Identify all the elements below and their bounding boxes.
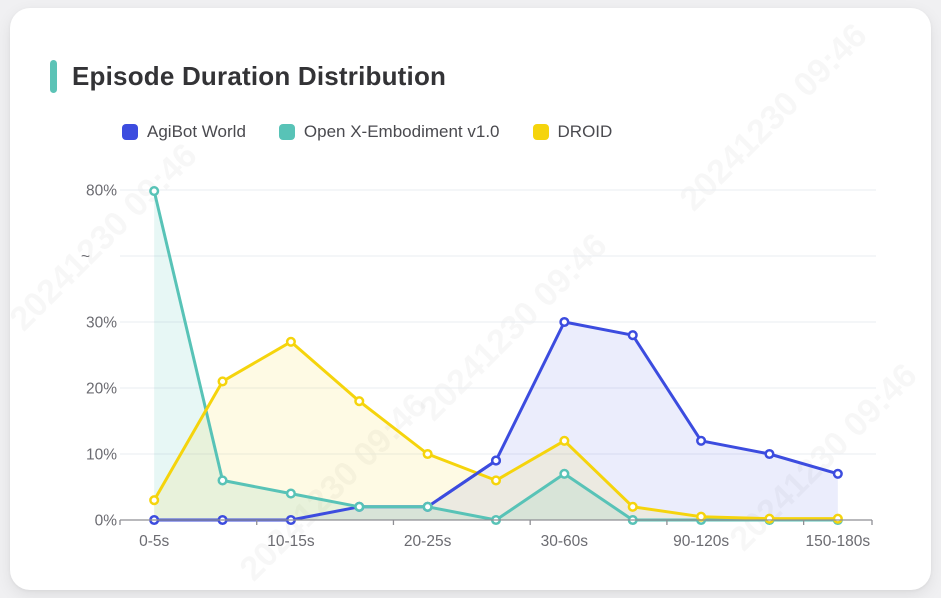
legend-swatch-droid bbox=[532, 124, 549, 140]
series-point-droid bbox=[422, 448, 433, 460]
series-area-agibot-world bbox=[154, 322, 838, 520]
series-point-droid bbox=[285, 336, 296, 347]
legend-label: AgiBot World bbox=[147, 122, 246, 141]
chart-canvas: 0-5s 10-15s 20-25s 30-60s 90-120s 150-180s 0% 1… bbox=[81, 183, 876, 550]
x-axis-label: 150-180s bbox=[805, 533, 870, 550]
x-axis-label: 30-60s bbox=[541, 533, 589, 550]
x-axis-label: 10-15s bbox=[267, 533, 315, 550]
series-point-agibot-world bbox=[764, 448, 775, 460]
legend-item-droid[interactable]: DROID bbox=[532, 122, 613, 142]
series-point-agibot-world bbox=[627, 330, 638, 341]
series-point-agibot-world bbox=[832, 468, 843, 479]
y-axis-label: 80% bbox=[86, 183, 117, 200]
y-axis-label: 0% bbox=[95, 513, 118, 530]
series-point-droid bbox=[490, 475, 502, 486]
chart-legend: AgiBot World Open X-Embodiment v1.0 DROID bbox=[122, 122, 612, 142]
series-point-open-x-embodiment-v1-0 bbox=[217, 475, 228, 486]
series-point-open-x-embodiment-v1-0 bbox=[285, 488, 296, 499]
series-point-droid bbox=[627, 501, 638, 512]
series-point-open-x-embodiment-v1-0 bbox=[422, 501, 433, 512]
series-area-droid bbox=[154, 341, 838, 520]
legend-swatch-open-x-embodiment-v1-0 bbox=[278, 124, 295, 140]
series-line-overlay-agibot-world bbox=[438, 459, 498, 500]
series-point-agibot-world bbox=[696, 435, 707, 446]
series-area-open-x-embodiment-v1-0 bbox=[154, 191, 838, 520]
series-point-agibot-world bbox=[559, 316, 570, 328]
y-axis-label: ~ bbox=[81, 249, 90, 266]
chart-title: Episode Duration Distribution bbox=[72, 61, 447, 91]
title-row: Episode Duration Distribution bbox=[50, 60, 446, 93]
series-point-droid bbox=[559, 435, 570, 446]
series-point-agibot-world bbox=[490, 455, 502, 466]
series-point-droid bbox=[832, 513, 843, 524]
y-axis-label: 20% bbox=[86, 381, 117, 398]
x-axis-label: 0-5s bbox=[139, 533, 169, 550]
x-axis-label: 20-25s bbox=[404, 533, 452, 550]
legend-item-agibot-world[interactable]: AgiBot World bbox=[122, 122, 246, 142]
series-point-open-x-embodiment-v1-0 bbox=[354, 501, 365, 512]
series-point-droid bbox=[149, 495, 160, 506]
x-axis-label: 90-120s bbox=[673, 533, 729, 550]
series-point-open-x-embodiment-v1-0 bbox=[559, 468, 570, 479]
legend-item-open-x-embodiment-v1-0[interactable]: Open X-Embodiment v1.0 bbox=[278, 122, 500, 142]
series-point-droid bbox=[217, 376, 228, 387]
y-axis-label: 30% bbox=[86, 315, 117, 332]
legend-label: Open X-Embodiment v1.0 bbox=[303, 122, 500, 141]
series-point-open-x-embodiment-v1-0 bbox=[149, 186, 160, 197]
chart-card: 20241230 09:46 20241230 09:46 20241230 0… bbox=[10, 8, 931, 590]
legend-label: DROID bbox=[557, 122, 613, 141]
series-point-droid bbox=[764, 513, 775, 524]
legend-swatch-agibot-world bbox=[122, 124, 138, 140]
y-axis-label: 10% bbox=[86, 447, 117, 464]
series-point-droid bbox=[354, 396, 365, 407]
title-accent-bar bbox=[50, 60, 57, 93]
